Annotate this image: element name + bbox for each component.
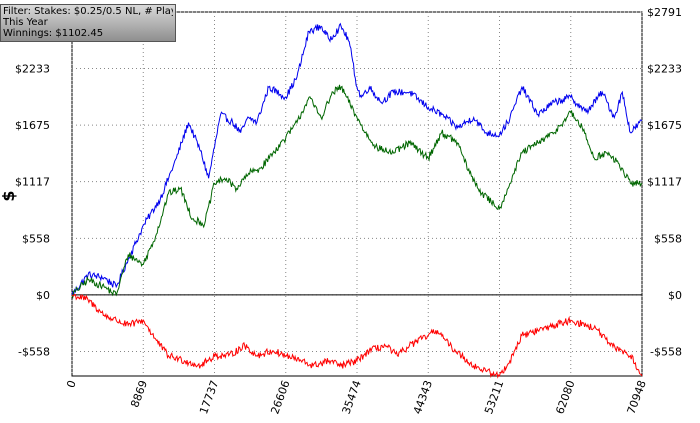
winnings-text: Winnings: $1102.45 [3, 28, 104, 39]
x-tick-label: 53211 [482, 379, 506, 416]
x-tick-label: 8869 [128, 379, 150, 410]
x-tick-label: 35474 [340, 379, 364, 416]
x-axis: 0 8869 17737 26606 35474 44343 53211 62080 70948 [64, 379, 649, 416]
x-tick-label: 26606 [268, 379, 292, 416]
series-line [71, 293, 643, 379]
x-tick-label: 17737 [197, 379, 221, 416]
filter-text: Filter: Stakes: $0.25/0.5 NL, # Players [3, 6, 173, 17]
y-axis-label: $ [0, 190, 18, 201]
y-tick-label-left: $2233 [15, 63, 50, 76]
y-tick-label-right: -$558 [650, 345, 682, 358]
grid [71, 11, 643, 376]
y-tick-label-right: $1117 [647, 176, 682, 189]
y-tick-label-left: $558 [22, 232, 50, 245]
y-tick-label-right: $2233 [647, 63, 682, 76]
y-axis-right: -$558 $0 $558 $1117 $1675 $2233 $2791 [647, 6, 682, 358]
y-tick-label-right: $1675 [647, 119, 682, 132]
y-tick-label-right: $0 [668, 289, 682, 302]
y-tick-label-left: $1117 [15, 176, 50, 189]
series-group [71, 22, 643, 379]
x-tick-label: 0 [64, 379, 79, 390]
y-tick-label-left: $1675 [15, 119, 50, 132]
y-tick-label-left: $0 [36, 289, 50, 302]
x-tick-label: 44343 [411, 379, 435, 416]
y-axis-left: -$558$0$558$1117$1675$2233$2791 [15, 6, 50, 358]
x-tick-label: 62080 [553, 379, 577, 416]
plot-area [71, 11, 643, 377]
x-tick-label: 70948 [625, 379, 649, 416]
series-line [71, 22, 643, 296]
y-tick-label-left: -$558 [18, 345, 50, 358]
y-tick-label-right: $2791 [647, 6, 682, 19]
series-line [71, 84, 643, 299]
filter-info-box: Filter: Stakes: $0.25/0.5 NL, # Players … [0, 4, 176, 42]
period-text: This Year [3, 17, 48, 28]
y-tick-label-right: $558 [654, 232, 682, 245]
